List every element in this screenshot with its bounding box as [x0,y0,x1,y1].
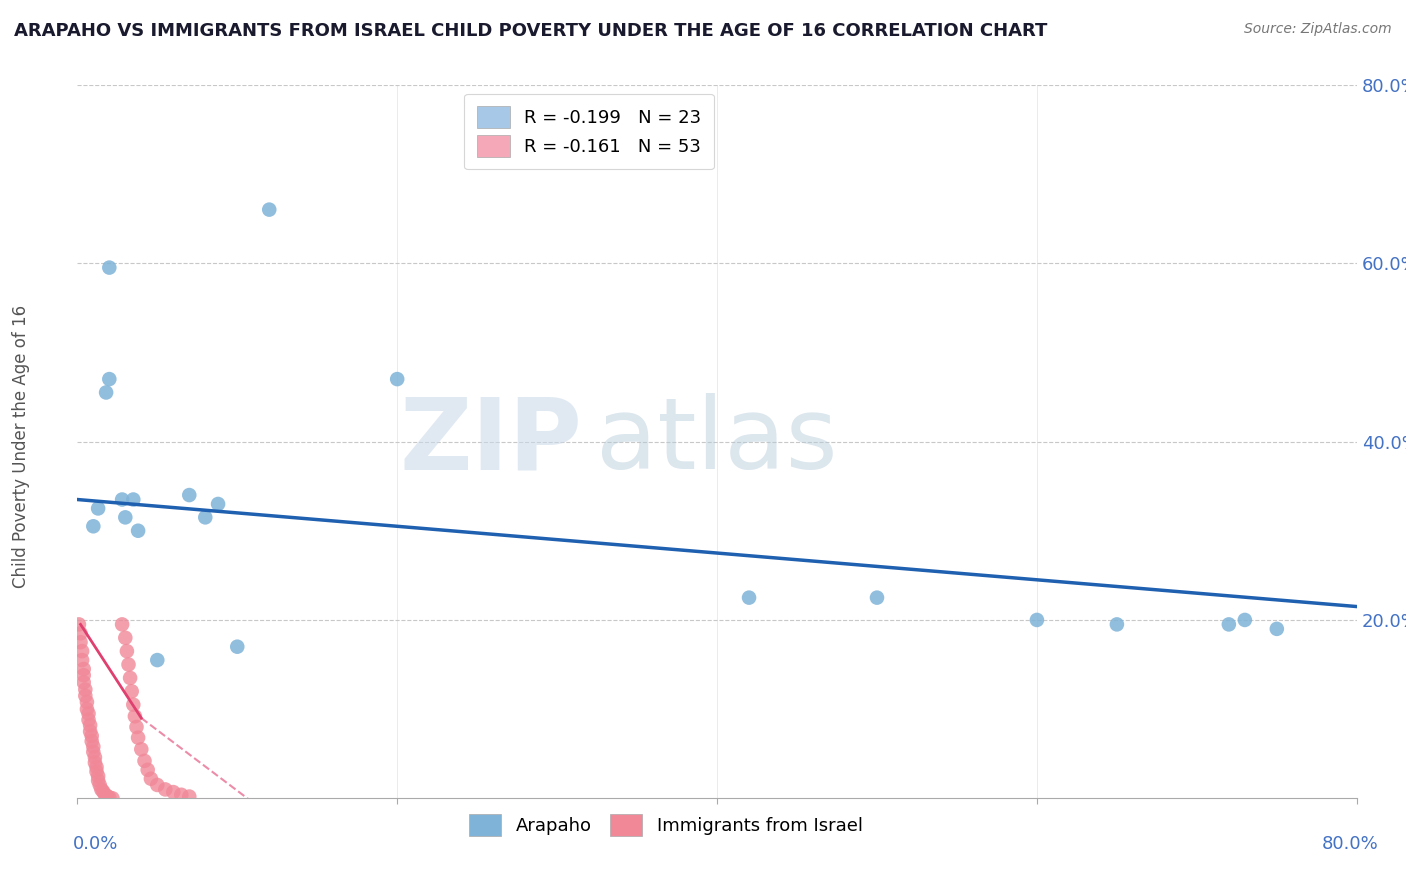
Point [101,791,124,805]
Point [146,778,169,792]
Point [90,782,112,797]
Point [1218,617,1240,632]
Point [1265,622,1288,636]
Point [84,756,107,770]
Text: atlas: atlas [596,393,837,490]
Point [77,706,100,721]
Text: Child Poverty Under the Age of 16: Child Poverty Under the Age of 16 [13,304,30,588]
Text: 0.0%: 0.0% [73,835,118,853]
Point [129,742,153,756]
Legend: Arapaho, Immigrants from Israel: Arapaho, Immigrants from Israel [461,806,870,843]
Point [114,510,136,524]
Point [98,260,121,275]
Point [1233,613,1256,627]
Point [76,695,98,709]
Point [1105,617,1128,632]
Point [162,785,184,799]
Point [82,739,104,754]
Point [69,626,91,640]
Point [111,492,134,507]
Point [86,764,108,779]
Point [77,713,100,727]
Point [124,709,146,723]
Point [127,524,149,538]
Point [97,789,120,804]
Point [73,662,96,676]
Point [385,372,409,386]
Point [170,788,193,802]
Point [79,718,101,732]
Point [207,497,229,511]
Point [111,617,134,632]
Point [125,720,148,734]
Point [117,657,139,672]
Point [73,675,96,690]
Point [98,790,121,805]
Point [87,773,110,788]
Point [139,772,162,786]
Point [91,784,114,798]
Point [259,202,281,217]
Point [155,782,177,797]
Point [114,631,136,645]
Point [80,734,103,748]
Point [67,617,90,632]
Point [82,519,104,533]
Point [70,653,93,667]
Point [86,760,108,774]
Point [127,731,149,745]
Point [93,787,115,801]
Point [73,668,96,682]
Point [75,682,97,697]
Point [84,750,107,764]
Point [70,644,93,658]
Point [94,789,117,803]
Point [146,653,169,667]
Point [120,671,142,685]
Point [98,372,121,386]
Point [80,729,103,743]
Text: Source: ZipAtlas.com: Source: ZipAtlas.com [1244,22,1392,37]
Point [136,763,159,777]
Text: 80.0%: 80.0% [1322,835,1378,853]
Point [121,684,143,698]
Point [82,745,104,759]
Point [194,510,217,524]
Point [75,689,97,703]
Point [69,635,91,649]
Point [79,724,101,739]
Point [866,591,889,605]
Point [134,754,156,768]
Point [89,778,111,792]
Point [87,769,110,783]
Point [122,698,145,712]
Text: ZIP: ZIP [399,393,582,490]
Point [76,702,98,716]
Point [1026,613,1049,627]
Point [179,488,201,502]
Point [179,789,201,804]
Point [122,492,145,507]
Point [87,501,110,516]
Text: ARAPAHO VS IMMIGRANTS FROM ISRAEL CHILD POVERTY UNDER THE AGE OF 16 CORRELATION : ARAPAHO VS IMMIGRANTS FROM ISRAEL CHILD … [14,22,1047,40]
Point [738,591,761,605]
Point [94,385,117,400]
Point [115,644,138,658]
Point [226,640,249,654]
